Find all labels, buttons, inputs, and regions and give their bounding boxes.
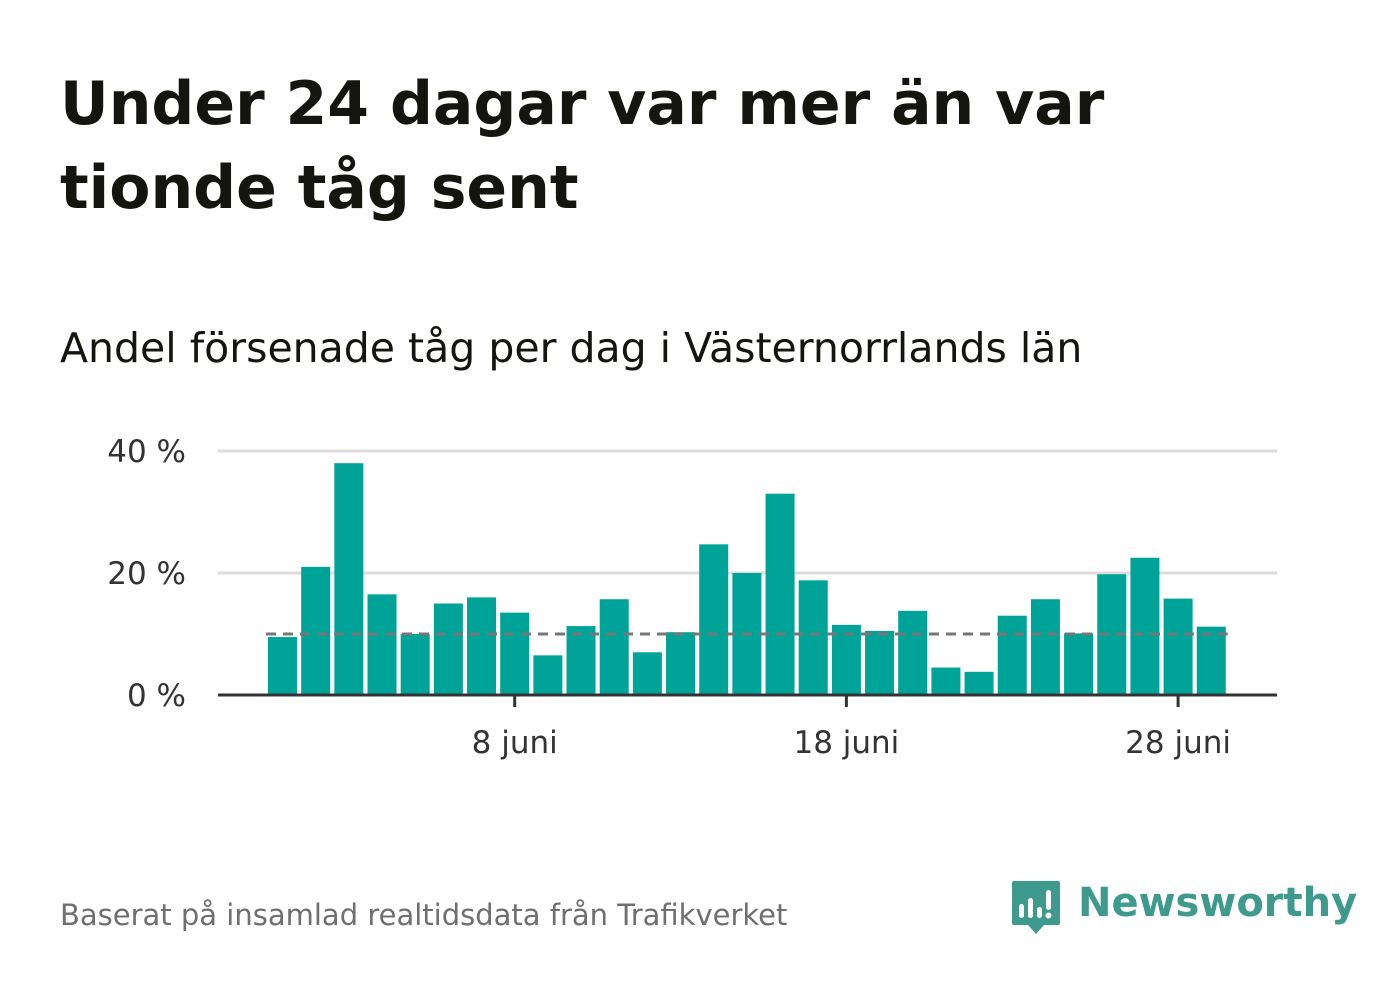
bar xyxy=(1196,626,1226,695)
chart-subtitle: Andel försenade tåg per dag i Västernorr… xyxy=(60,324,1083,372)
brand-name: Newsworthy xyxy=(1078,880,1358,926)
chart-title: Under 24 dagar var mer än var tionde tåg… xyxy=(60,69,1105,223)
bar xyxy=(765,493,795,695)
x-tick-label: 18 juni xyxy=(793,725,899,761)
bar xyxy=(1130,557,1160,695)
bar xyxy=(566,626,596,695)
bar xyxy=(334,463,364,695)
bar-chart-speech-bubble-icon xyxy=(1012,881,1060,934)
bar xyxy=(500,612,530,695)
bar xyxy=(666,632,696,695)
bar xyxy=(367,594,397,695)
bar xyxy=(599,599,629,695)
source-note: Baserat på insamlad realtidsdata från Tr… xyxy=(60,898,788,932)
bar xyxy=(632,652,662,695)
bar xyxy=(997,615,1027,695)
bar xyxy=(699,544,729,695)
bar-chart: 0 % 20 % 40 % 8 juni 18 juni 28 juni xyxy=(107,434,1277,761)
x-tick-label: 28 juni xyxy=(1125,725,1231,761)
bar xyxy=(268,637,297,695)
y-tick-label: 20 % xyxy=(107,556,186,592)
bar xyxy=(533,655,563,695)
bar xyxy=(1064,633,1094,695)
bar xyxy=(400,634,430,695)
bar xyxy=(798,580,828,695)
bar xyxy=(433,603,463,695)
x-tick-label: 8 juni xyxy=(472,725,558,761)
bar xyxy=(898,610,928,695)
bar xyxy=(964,671,994,695)
bar xyxy=(865,630,895,695)
bar xyxy=(831,624,861,695)
bar xyxy=(467,597,497,695)
y-tick-label: 0 % xyxy=(127,678,186,714)
bar xyxy=(301,566,331,695)
y-tick-label: 40 % xyxy=(107,434,186,470)
bar xyxy=(931,667,961,695)
bar xyxy=(1030,599,1060,695)
bar xyxy=(1163,598,1193,695)
